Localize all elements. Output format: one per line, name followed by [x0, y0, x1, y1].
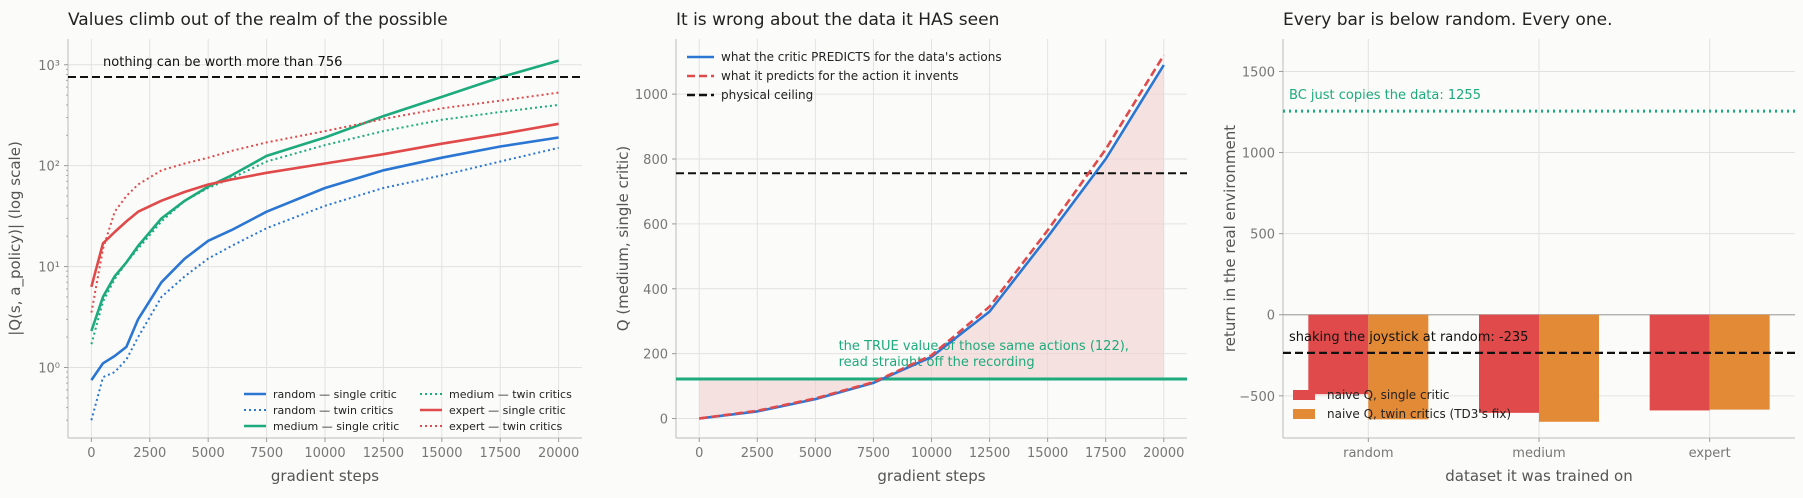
y-axis-label: |Q(s, a_policy)| (log scale)	[6, 141, 25, 336]
y-tick-label: 0	[1267, 309, 1275, 324]
x-tick-label: 12500	[363, 446, 404, 461]
gap-shading	[699, 65, 1164, 419]
bar-random-1	[1368, 314, 1429, 420]
x-tick-label: 2500	[133, 446, 166, 461]
chart-3: Every bar is below random. Every one. dat…	[1221, 10, 1795, 485]
x-tick-label: 0	[695, 446, 703, 461]
legend-swatch-0	[1293, 390, 1315, 400]
legend-label-4: expert — single critic	[449, 404, 566, 417]
y-tick-label: 10⁰	[38, 361, 60, 376]
y-tick-label: 10³	[38, 59, 60, 74]
random-annotation: shaking the joystick at random: -235	[1289, 330, 1528, 345]
x-tick-label: 0	[87, 446, 95, 461]
x-axis-label: gradient steps	[271, 467, 379, 485]
true-value-annotation: read straight off the recording	[839, 355, 1035, 370]
x-tick-label: 20000	[538, 446, 579, 461]
chart-2: It is wrong about the data it HAS seen gr…	[614, 10, 1187, 485]
legend-label-1: what it predicts for the action it inven…	[721, 69, 959, 83]
legend-label-2: physical ceiling	[721, 88, 813, 102]
chart-1: Values climb out of the realm of the pos…	[6, 10, 582, 485]
x-tick-label: 5000	[192, 446, 225, 461]
bar-medium-1	[1539, 314, 1599, 422]
y-tick-label: 1000	[635, 88, 668, 103]
x-tick-label: expert	[1689, 446, 1731, 461]
y-tick-label: 0	[660, 413, 668, 428]
bar-random-0	[1308, 314, 1369, 395]
x-tick-label: 5000	[799, 446, 832, 461]
bc-annotation: BC just copies the data: 1255	[1289, 88, 1481, 103]
series-line-4	[90, 122, 559, 288]
legend-label-1: naive Q, twin critics (TD3's fix)	[1327, 407, 1511, 421]
y-tick-label: 1000	[1242, 147, 1275, 162]
bar-expert-0	[1649, 314, 1710, 411]
x-tick-label: 2500	[741, 446, 774, 461]
x-tick-label: 17500	[480, 446, 521, 461]
legend-label-3: medium — twin critics	[449, 388, 572, 401]
x-tick-label: random	[1343, 446, 1393, 461]
series-line-1	[699, 54, 1165, 420]
x-tick-label: 12500	[969, 446, 1010, 461]
series-line-2	[90, 59, 559, 332]
x-tick-label: 15000	[421, 446, 462, 461]
x-tick-label: 10000	[304, 446, 345, 461]
series-line-1	[90, 146, 559, 421]
true-value-annotation: the TRUE value of those same actions (12…	[839, 339, 1129, 354]
legend-label-0: random — single critic	[273, 388, 397, 401]
series-line-0	[90, 136, 559, 381]
x-tick-label: 15000	[1027, 446, 1068, 461]
legend-label-2: medium — single critic	[273, 420, 399, 433]
y-tick-label: 600	[643, 218, 668, 233]
x-tick-label: 7500	[857, 446, 890, 461]
y-axis-label: return in the real environment	[1221, 125, 1239, 352]
x-axis-label: gradient steps	[877, 467, 985, 485]
legend-label-1: random — twin critics	[273, 404, 394, 417]
series-line-5	[90, 91, 559, 313]
ceiling-annotation: nothing can be worth more than 756	[103, 55, 342, 70]
y-axis-label: Q (medium, single critic)	[614, 146, 632, 332]
y-tick-label: 500	[1250, 228, 1275, 243]
panel-title: It is wrong about the data it HAS seen	[676, 10, 999, 30]
series-line-3	[90, 103, 559, 345]
bar-medium-0	[1479, 314, 1539, 413]
x-tick-label: medium	[1512, 446, 1565, 461]
x-tick-label: 17500	[1085, 446, 1126, 461]
x-axis-label: dataset it was trained on	[1445, 467, 1632, 485]
y-tick-label: 200	[643, 348, 668, 363]
x-tick-label: 10000	[911, 446, 952, 461]
legend-label-0: naive Q, single critic	[1327, 388, 1450, 402]
legend-label-5: expert — twin critics	[449, 420, 563, 433]
x-tick-label: 7500	[250, 446, 283, 461]
legend-label-0: what the critic PREDICTS for the data's …	[721, 50, 1002, 64]
panel-title: Values climb out of the realm of the pos…	[68, 10, 448, 30]
x-tick-label: 20000	[1143, 446, 1184, 461]
y-tick-label: −500	[1239, 390, 1275, 405]
bar-expert-1	[1709, 314, 1770, 410]
panel-title: Every bar is below random. Every one.	[1283, 10, 1612, 30]
y-tick-label: 1500	[1242, 65, 1275, 80]
y-tick-label: 400	[643, 283, 668, 298]
y-tick-label: 10²	[38, 160, 60, 175]
y-tick-label: 10¹	[38, 261, 60, 276]
legend-swatch-1	[1293, 409, 1315, 419]
y-tick-label: 800	[643, 153, 668, 168]
